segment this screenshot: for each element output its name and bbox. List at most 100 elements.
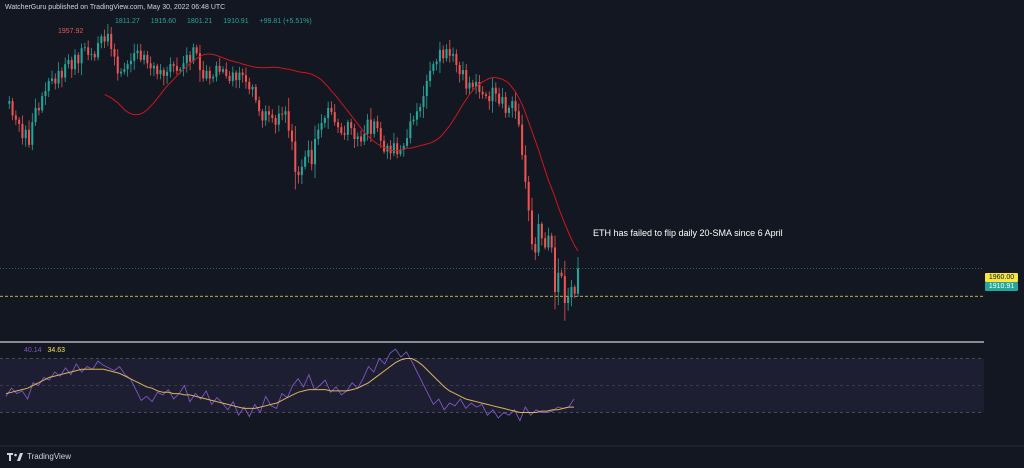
candle-body — [146, 54, 149, 64]
candle-body — [478, 81, 481, 92]
candle-body — [31, 122, 34, 145]
candle-body — [21, 123, 24, 139]
candle-body — [560, 272, 563, 277]
candle-body — [307, 149, 310, 157]
candle-body — [136, 50, 139, 54]
candle-body — [356, 136, 359, 139]
candle-body — [274, 117, 277, 125]
candle-body — [438, 49, 441, 62]
candle-body — [235, 72, 238, 81]
candle-body — [74, 54, 77, 70]
ohlc-change: +99.81 (+5.51%) — [259, 18, 312, 25]
candle-body — [442, 49, 445, 59]
candle-body — [44, 91, 47, 97]
candle-body — [537, 223, 540, 253]
candle-body — [189, 54, 192, 62]
candle-body — [67, 59, 70, 65]
candle-body — [248, 81, 251, 90]
candle-body — [327, 107, 330, 118]
candle-body — [100, 36, 103, 44]
candle-body — [323, 117, 326, 124]
candle-body — [576, 268, 580, 294]
candle-body — [540, 223, 543, 239]
candle-body — [287, 111, 290, 131]
rsi-readout: 40.14 34.63 — [24, 347, 65, 354]
candle-body — [379, 128, 382, 141]
candle-body — [231, 72, 234, 81]
candle-body — [494, 87, 497, 94]
candle-body — [517, 111, 520, 125]
candle-body — [553, 247, 557, 293]
candle-body — [70, 59, 73, 70]
candle-body — [182, 63, 185, 70]
candle-body — [77, 54, 80, 64]
candle-body — [212, 76, 215, 79]
candle-body — [205, 70, 208, 79]
candle-body — [202, 70, 205, 79]
candle-body — [396, 143, 399, 155]
candle-body — [14, 115, 17, 120]
candle-body — [317, 129, 320, 139]
candle-body — [179, 69, 182, 71]
candle-body — [521, 124, 524, 155]
candle-body — [149, 63, 152, 69]
candle-body — [402, 145, 405, 150]
candle-body — [83, 47, 86, 49]
close-price-tag: 1910.91 — [985, 282, 1018, 291]
candle-body — [208, 70, 211, 79]
candle-body — [90, 54, 93, 55]
candle-body — [353, 128, 356, 139]
candle-body — [504, 96, 507, 113]
candle-body — [465, 70, 468, 89]
candle-body — [304, 156, 307, 167]
candle-body — [484, 94, 487, 97]
candle-body — [281, 113, 284, 115]
candle-body — [422, 96, 425, 108]
candle-body — [491, 87, 494, 102]
candle-body — [37, 107, 40, 111]
candle-body — [501, 96, 504, 104]
candle-body — [445, 49, 448, 59]
candle-body — [511, 101, 514, 108]
candle-body — [172, 64, 175, 66]
ohlc-open: 1811.27 — [115, 18, 140, 25]
candle-body — [97, 43, 100, 58]
candle-body — [435, 61, 438, 65]
candle-body — [41, 96, 44, 111]
candle-body — [113, 49, 116, 57]
candle-body — [126, 64, 129, 70]
candle-body — [34, 107, 37, 123]
candle-body — [458, 64, 461, 75]
candle-body — [350, 122, 353, 129]
publisher-line: WatcherGuru published on TradingView.com… — [5, 4, 226, 11]
candle-body — [215, 65, 218, 77]
candle-body — [481, 91, 484, 95]
candle-body — [471, 82, 474, 87]
candle-body — [152, 65, 155, 69]
candle-body — [64, 64, 67, 78]
candle-body — [221, 69, 224, 72]
candle-body — [18, 119, 21, 124]
candle-body — [175, 65, 178, 71]
candle-body — [392, 143, 395, 154]
candle-body — [271, 114, 274, 118]
candle-body — [455, 54, 458, 65]
price-pane — [0, 24, 984, 343]
candle-body — [297, 171, 300, 176]
candle-body — [228, 75, 231, 81]
candle-body — [103, 36, 106, 42]
candle-body — [129, 60, 132, 65]
candle-body — [133, 53, 136, 61]
candle-body — [415, 111, 418, 120]
candle-body — [346, 122, 349, 135]
tradingview-logo-icon — [7, 452, 23, 461]
candle-body — [320, 123, 323, 130]
candle-body — [251, 86, 254, 90]
candle-body — [557, 272, 560, 293]
candle-body — [106, 33, 109, 42]
level-price-tag: 1960.00 — [985, 273, 1018, 282]
candle-body — [563, 276, 566, 303]
candle-body — [264, 111, 267, 121]
candle-body — [139, 50, 142, 60]
